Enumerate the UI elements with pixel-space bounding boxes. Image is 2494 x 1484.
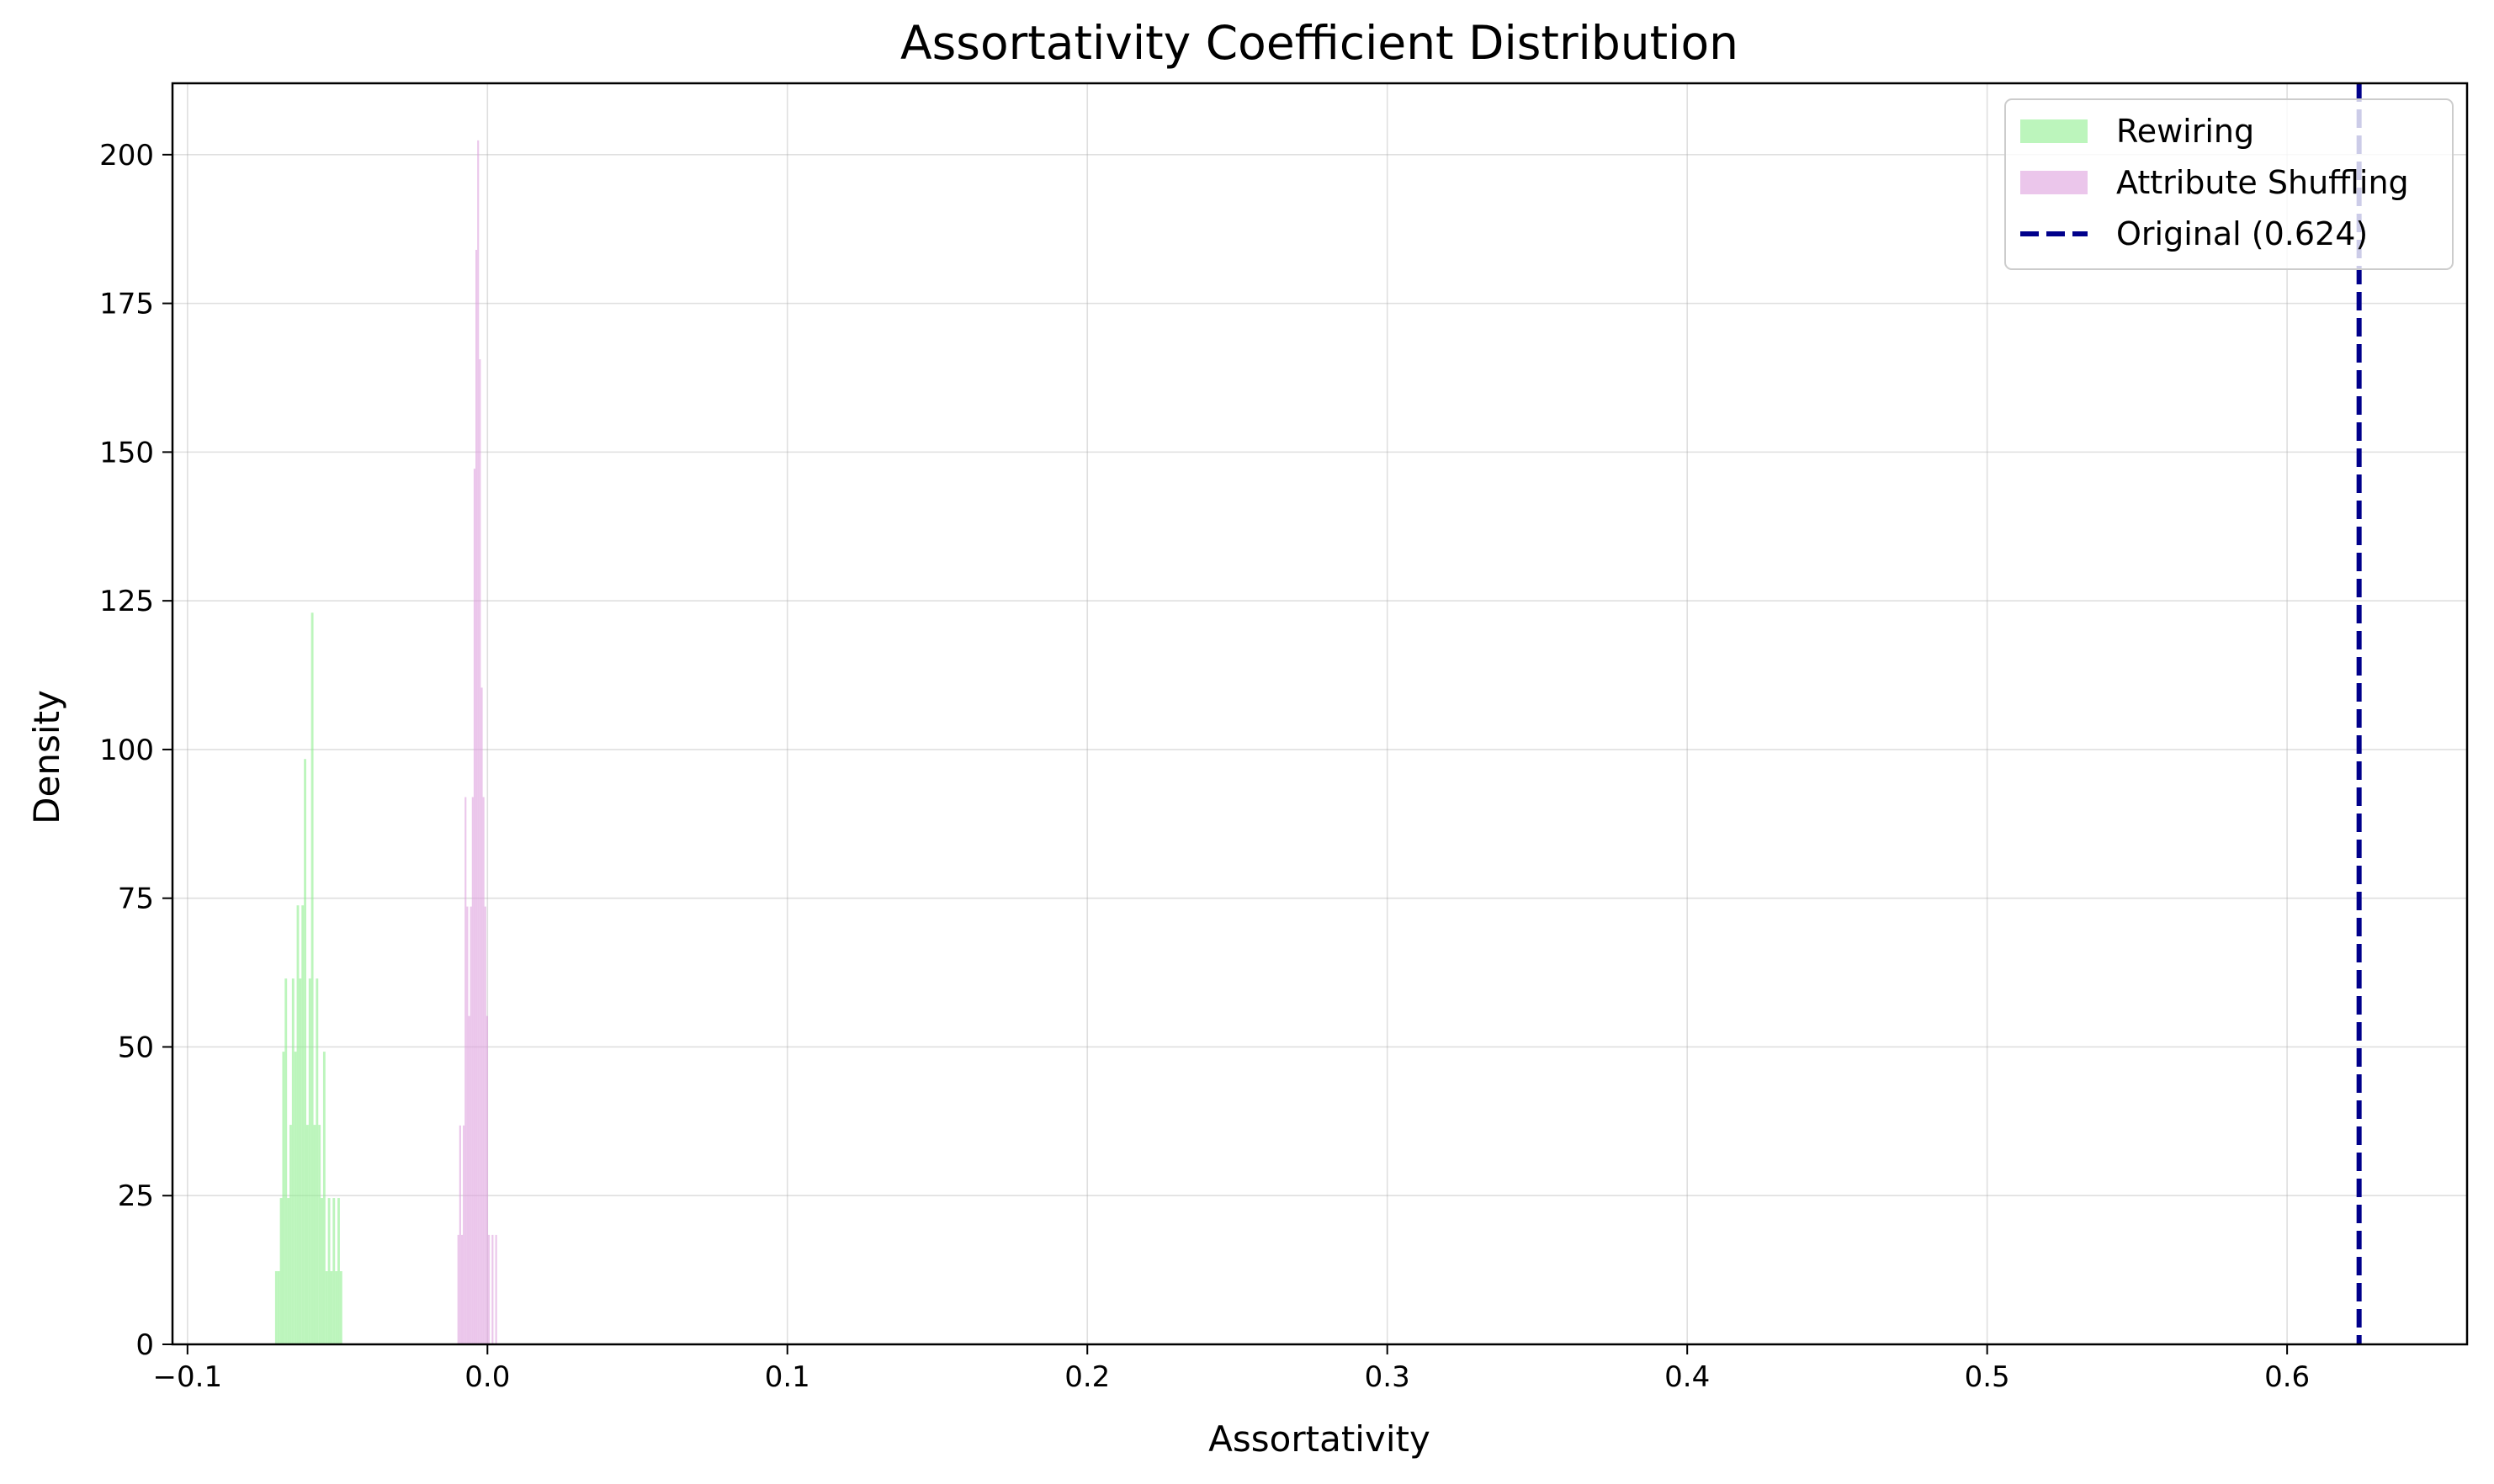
histogram-bar-series1-7 [470, 906, 472, 1344]
histogram-bar-series0-22 [327, 1198, 331, 1344]
histogram-bar-series0-18 [318, 1125, 321, 1344]
histogram-bar-series0-7 [291, 978, 295, 1344]
histogram-bar-series0-5 [287, 1198, 290, 1344]
x-tick-label-4: 0.3 [1365, 1360, 1410, 1394]
histogram-bar-series1-14 [482, 797, 485, 1344]
y-tick-label-1: 25 [118, 1179, 154, 1213]
histogram-bar-series0-24 [332, 1198, 336, 1344]
histogram-bar-series0-21 [325, 1271, 328, 1344]
histogram-bar-series0-16 [313, 1125, 316, 1344]
x-axis-label: Assortativity [1208, 1418, 1430, 1460]
histogram-bar-series1-4 [464, 797, 467, 1344]
y-axis-label: Density [26, 690, 67, 824]
y-tick-label-3: 75 [118, 882, 154, 916]
histogram-bar-series1-9 [473, 469, 476, 1345]
y-tick-label-4: 100 [99, 734, 154, 767]
histogram-bar-series0-3 [282, 1052, 285, 1344]
histogram-bar-series0-4 [284, 978, 288, 1344]
legend-box [2004, 98, 2454, 270]
plot-frame [171, 82, 2469, 1346]
histogram-bar-series0-15 [310, 612, 314, 1344]
legend: Rewiring Attribute Shuffling Original (0.6… [2004, 98, 2454, 270]
histogram-bar-series1-21 [495, 1234, 497, 1344]
histogram-bar-series0-10 [299, 978, 302, 1344]
histogram-bar-series1-0 [457, 1234, 459, 1344]
legend-label-1: Attribute Shuffling [2116, 164, 2409, 201]
histogram-bar-series1-3 [463, 1125, 465, 1344]
histogram-bar-series0-19 [321, 1198, 323, 1344]
histogram-bar-series1-11 [477, 140, 480, 1344]
chart-title: Assortativity Coefficient Distribution [900, 16, 1738, 70]
histogram-bar-series0-11 [301, 905, 305, 1344]
histogram-bar-series1-12 [479, 359, 481, 1344]
histogram-bar-series1-2 [460, 1234, 464, 1344]
histogram-bar-series1-17 [488, 1234, 491, 1344]
axes-layer: −0.1 0.0 0.1 0.2 0.3 0.4 0.5 0.6 0 25 50 75 100 125 15… [99, 82, 2469, 1394]
histogram-bar-series0-0 [274, 1271, 278, 1344]
y-tick-label-5: 125 [99, 585, 154, 618]
histogram-bar-series0-12 [304, 759, 306, 1344]
histogram-bar-series0-23 [330, 1271, 333, 1344]
x-tick-label-1: 0.0 [464, 1360, 510, 1394]
y-tick-label-6: 150 [99, 436, 154, 469]
x-tick-label-7: 0.6 [2264, 1360, 2310, 1394]
legend-swatch-1 [2020, 171, 2088, 194]
bars-layer [274, 140, 497, 1345]
histogram-bar-series1-16 [486, 1015, 489, 1344]
histogram-bar-series0-14 [308, 978, 311, 1344]
histogram-bar-series0-20 [322, 1052, 326, 1344]
histogram-bar-series0-1 [277, 1271, 280, 1344]
histogram-bar-series1-5 [466, 906, 469, 1344]
histogram-bar-series0-26 [337, 1198, 340, 1344]
x-tick-label-5: 0.4 [1664, 1360, 1710, 1394]
legend-swatch-0 [2020, 119, 2088, 143]
histogram-bar-series1-1 [459, 1125, 461, 1344]
x-tick-label-6: 0.5 [1965, 1360, 2010, 1394]
y-tick-label-8: 200 [99, 139, 154, 172]
y-tick-label-2: 50 [118, 1031, 154, 1064]
legend-label-2: Original (0.624) [2116, 215, 2368, 252]
x-tick-label-3: 0.2 [1064, 1360, 1110, 1394]
histogram-bar-series0-13 [305, 1125, 309, 1344]
histogram-bar-series1-10 [475, 249, 478, 1344]
y-tick-label-0: 0 [135, 1328, 154, 1362]
histogram-bar-series0-25 [335, 1271, 338, 1344]
histogram-bar-series0-2 [279, 1198, 283, 1344]
legend-label-0: Rewiring [2116, 113, 2254, 150]
histogram-bar-series0-17 [316, 978, 319, 1344]
histogram-bar-series0-27 [339, 1271, 342, 1344]
histogram-bar-series1-19 [491, 1234, 494, 1344]
x-tick-label-0: −0.1 [153, 1360, 223, 1394]
histogram-bar-series1-8 [471, 797, 474, 1344]
histogram-bar-series0-8 [294, 1052, 297, 1344]
y-tick-label-7: 175 [99, 288, 154, 321]
histogram-bar-series0-9 [296, 905, 300, 1344]
histogram-bar-series1-13 [480, 687, 483, 1344]
x-tick-label-2: 0.1 [765, 1360, 810, 1394]
histogram-bar-series1-15 [484, 906, 486, 1344]
histogram-bar-series1-6 [468, 1015, 470, 1344]
histogram-bar-series0-6 [289, 1125, 292, 1344]
